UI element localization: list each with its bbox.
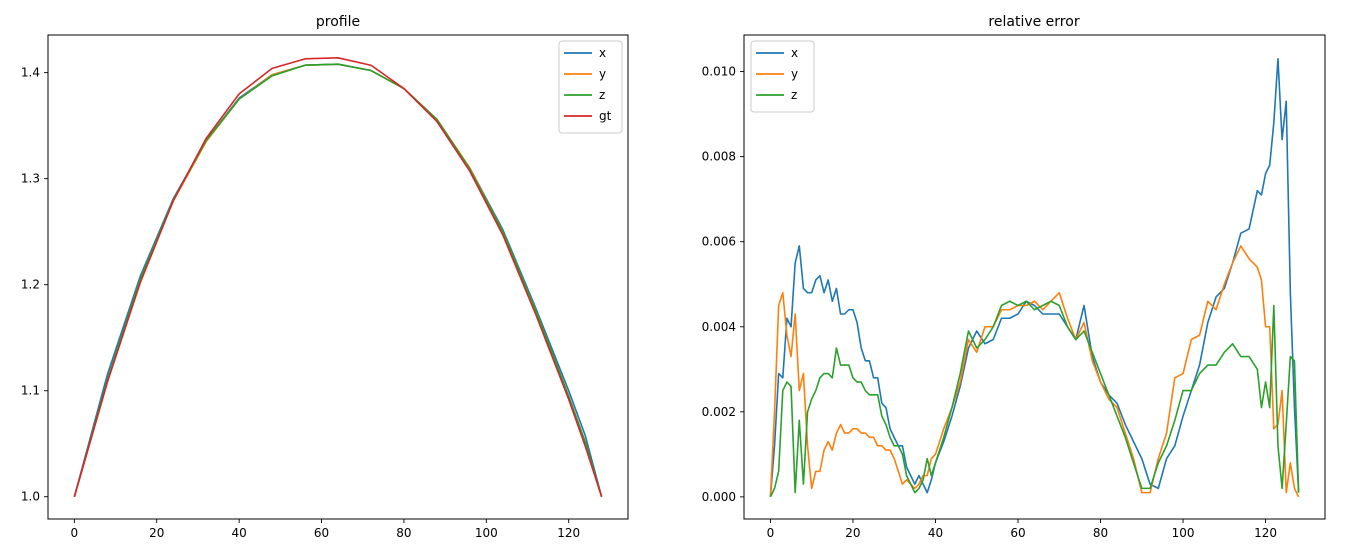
relative-error-plot-lines [769, 58, 1300, 498]
relative-error-title: relative error [988, 14, 1079, 30]
relative-error-xtick-label: 80 [1093, 526, 1108, 540]
profile-xtick-label: 120 [557, 526, 580, 540]
relative-error-series-y-line [769, 245, 1300, 498]
relative-error-series-z-line [769, 300, 1300, 498]
relative-error-xtick-label: 20 [845, 526, 860, 540]
relative-error-legend-label-y: y [791, 67, 798, 81]
relative-error-xtick-label: 40 [928, 526, 943, 540]
profile-axes-frame [47, 34, 629, 520]
relative-error-ytick-label: 0.006 [702, 235, 736, 249]
relative-error-ytick-label: 0.004 [702, 320, 736, 334]
profile-ytick-label: 1.1 [21, 384, 40, 398]
relative-error-axes-frame [743, 34, 1326, 520]
relative-error-ticks: 0 20 40 60 80 100 120 0.000 0.002 0.004 0.006 0.008… [702, 65, 1277, 540]
relative-error-xtick-label: 0 [767, 526, 775, 540]
profile-ytick-label: 1.0 [21, 490, 40, 504]
relative-error-ytick-label: 0.008 [702, 150, 736, 164]
profile-xtick-label: 40 [231, 526, 246, 540]
profile-ytick-label: 1.4 [21, 66, 40, 80]
profile-plot-lines [73, 57, 603, 497]
profile-ytick-label: 1.2 [21, 278, 40, 292]
relative-error-legend-box [750, 40, 815, 113]
profile-ytick-label: 1.3 [21, 172, 40, 186]
relative-error-legend-label-z: z [791, 88, 797, 102]
relative-error-xtick-label: 120 [1254, 526, 1277, 540]
profile-legend-box [558, 40, 623, 134]
profile-xtick-label: 20 [149, 526, 164, 540]
profile-ticks: 0 20 40 60 80 100 120 1.0 1.1 1.2 1.3 1.4 [21, 66, 580, 540]
relative-error-legend: xyz [750, 40, 815, 113]
profile-xtick-label: 100 [475, 526, 498, 540]
relative-error-ytick-label: 0.010 [702, 65, 736, 79]
relative-error-axes: relative error 0 20 40 60 80 100 120 0.000 0.002… [702, 14, 1326, 540]
profile-xtick-label: 60 [314, 526, 329, 540]
profile-legend: xyz gt [558, 40, 623, 134]
profile-xtick-label: 0 [71, 526, 79, 540]
relative-error-xtick-label: 100 [1172, 526, 1195, 540]
relative-error-xtick-label: 60 [1010, 526, 1025, 540]
profile-series-gt-line [73, 57, 603, 497]
profile-xtick-label: 80 [396, 526, 411, 540]
relative-error-ytick-label: 0.000 [702, 490, 736, 504]
profile-legend-label-gt: gt [599, 109, 612, 123]
relative-error-legend-label-x: x [791, 46, 798, 60]
profile-legend-label-y: y [599, 67, 606, 81]
profile-legend-label-z: z [599, 88, 605, 102]
profile-axes: profile 0 20 40 60 80 100 120 1.0 1.1 1.2 1.3 1.4 x… [21, 14, 629, 540]
relative-error-ytick-label: 0.002 [702, 405, 736, 419]
profile-title: profile [316, 14, 360, 30]
profile-legend-label-x: x [599, 46, 606, 60]
